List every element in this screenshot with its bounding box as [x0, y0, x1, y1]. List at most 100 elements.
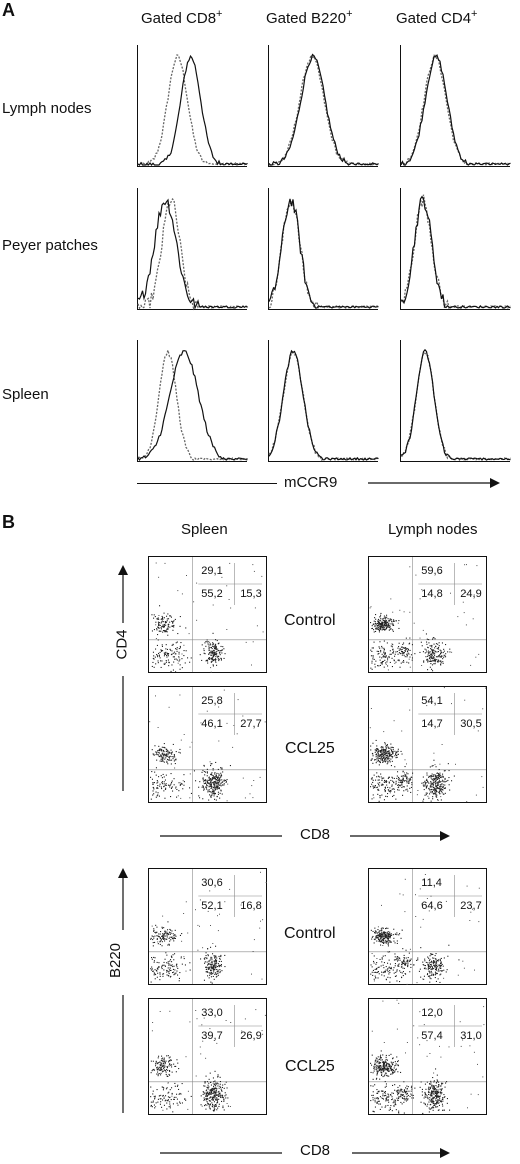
event-dot [213, 1092, 215, 1094]
event-dot [387, 786, 389, 788]
event-dot [175, 671, 177, 672]
event-dot [157, 654, 159, 656]
event-dot [371, 1094, 373, 1096]
event-dot [385, 795, 387, 797]
event-dot [153, 614, 155, 616]
event-dot [157, 634, 159, 636]
event-dot [200, 1104, 202, 1106]
event-dot [169, 967, 171, 969]
event-dot [166, 971, 168, 973]
event-dot [401, 784, 403, 786]
event-dot [432, 1106, 434, 1108]
event-dot [165, 755, 167, 757]
histogram-dotted-curve [137, 197, 248, 311]
event-dot [158, 624, 160, 626]
event-dot [402, 643, 404, 645]
event-dot [383, 666, 385, 668]
event-dot [161, 781, 163, 783]
event-dot [382, 931, 384, 933]
event-dot [169, 963, 171, 965]
event-dot [406, 1092, 408, 1094]
event-dot [399, 933, 401, 935]
event-dot [375, 779, 377, 781]
event-dot [436, 786, 438, 788]
event-dot [439, 763, 441, 765]
event-dot [431, 1090, 433, 1092]
event-dot [460, 1045, 462, 1047]
event-dot [244, 797, 246, 799]
event-dot [422, 800, 424, 802]
event-dot [223, 783, 225, 785]
event-dot [382, 1067, 384, 1069]
event-dot [444, 770, 446, 772]
event-dot [442, 789, 444, 791]
event-dot [154, 941, 156, 943]
event-dot [390, 1061, 392, 1063]
event-dot [482, 786, 484, 788]
event-dot [157, 621, 159, 623]
event-dot [170, 1059, 172, 1061]
event-dot [216, 664, 218, 666]
event-dot [211, 782, 213, 784]
event-dot [162, 1094, 164, 1096]
event-dot [217, 1074, 219, 1076]
event-dot [159, 756, 161, 758]
event-dot [430, 653, 432, 655]
event-dot [165, 930, 167, 932]
dot-plot-bottom-1: 30,6 52,1 16,8 [148, 868, 267, 985]
event-dot [391, 623, 393, 625]
event-dot [439, 967, 441, 969]
event-dot [469, 1045, 471, 1047]
event-dot [422, 1112, 424, 1114]
event-dot [441, 652, 443, 654]
event-dot [431, 1107, 433, 1109]
event-dot [405, 789, 407, 791]
event-dot [376, 758, 378, 760]
event-dot [151, 968, 153, 970]
histogram-r1-c1 [137, 45, 248, 167]
event-dot [206, 1089, 208, 1091]
event-dot [153, 961, 155, 963]
event-dot [383, 931, 385, 933]
event-dot [210, 783, 212, 785]
event-dot [165, 660, 167, 662]
event-dot [217, 1095, 219, 1097]
event-dot [382, 623, 384, 625]
event-dot [453, 775, 455, 777]
event-dot [439, 1097, 441, 1099]
event-dot [170, 752, 172, 754]
event-dot [390, 758, 392, 760]
event-dot [387, 625, 389, 627]
event-dot [424, 648, 426, 650]
event-dot [397, 748, 399, 750]
event-dot [180, 797, 182, 799]
event-dot [423, 964, 425, 966]
event-dot [180, 956, 182, 958]
event-dot [162, 975, 164, 977]
event-dot [396, 956, 398, 958]
event-dot [240, 904, 242, 906]
event-dot [173, 778, 175, 780]
event-dot [390, 746, 392, 748]
event-dot [217, 650, 219, 652]
event-dot [424, 784, 426, 786]
event-dot [443, 1096, 445, 1098]
event-dot [406, 1095, 408, 1097]
event-dot [396, 942, 398, 944]
event-dot [214, 653, 216, 655]
histogram-axes [137, 45, 247, 167]
event-dot [392, 749, 394, 751]
event-dot [166, 760, 168, 762]
event-dot [173, 959, 175, 961]
event-dot [446, 1081, 448, 1083]
event-dot [385, 1054, 387, 1056]
event-dot [432, 968, 434, 970]
event-dot [423, 978, 425, 980]
event-dot [179, 752, 181, 754]
event-dot [442, 1100, 444, 1102]
event-dot [376, 1073, 378, 1075]
event-dot [215, 961, 217, 963]
event-dot [391, 934, 393, 936]
event-dot [214, 789, 216, 791]
event-dot [380, 1068, 382, 1070]
